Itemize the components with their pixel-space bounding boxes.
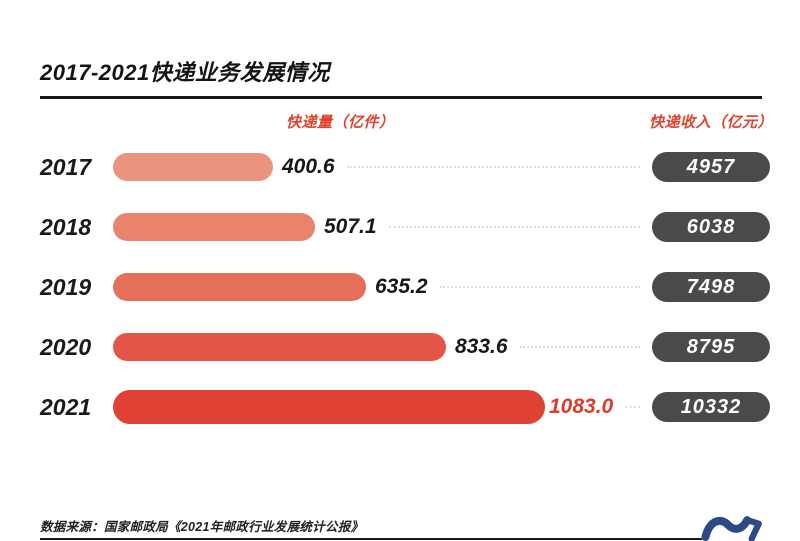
leader-line bbox=[439, 286, 640, 288]
year-label: 2019 bbox=[40, 273, 92, 300]
revenue-pill-value: 10332 bbox=[680, 395, 742, 418]
year-label: 2017 bbox=[40, 153, 92, 180]
chart-row: 2020 833.6 8795 bbox=[0, 317, 800, 377]
nandu-wave-logo-icon bbox=[701, 516, 762, 541]
volume-bar bbox=[113, 273, 366, 301]
revenue-pill: 4957 bbox=[652, 152, 770, 182]
revenue-pill-value: 8795 bbox=[686, 335, 736, 358]
leader-line bbox=[625, 406, 640, 408]
chart-row: 2019 635.2 7498 bbox=[0, 257, 800, 317]
chart-row: 2017 400.6 4957 bbox=[0, 137, 800, 197]
revenue-pill: 6038 bbox=[652, 212, 770, 242]
leader-line bbox=[346, 166, 640, 168]
revenue-pill: 8795 bbox=[652, 332, 770, 362]
volume-value: 1083.0 bbox=[549, 395, 614, 418]
revenue-pill: 7498 bbox=[652, 272, 770, 302]
revenue-pill-value: 7498 bbox=[686, 275, 736, 298]
volume-value: 400.6 bbox=[282, 155, 335, 178]
infographic-page: 2017-2021快递业务发展情况 快递量（亿件） 快递收入（亿元） 2017 … bbox=[0, 55, 800, 541]
volume-bar bbox=[113, 213, 315, 241]
revenue-column-header: 快递收入（亿元） bbox=[648, 114, 773, 131]
volume-value: 635.2 bbox=[375, 275, 428, 298]
volume-bar bbox=[113, 153, 273, 181]
column-headers: 快递量（亿件） 快递收入（亿元） bbox=[0, 99, 800, 135]
volume-bar bbox=[113, 333, 446, 361]
rows: 2017 400.6 4957 2018 507.1 6038 2019 635… bbox=[0, 137, 800, 437]
leader-line bbox=[388, 226, 640, 228]
year-label: 2020 bbox=[40, 333, 92, 360]
data-source-note: 数据来源：国家邮政局《2021年邮政行业发展统计公报》 bbox=[40, 520, 364, 534]
revenue-pill: 10332 bbox=[652, 392, 770, 422]
year-label: 2021 bbox=[40, 393, 92, 420]
page-title: 2017-2021快递业务发展情况 bbox=[40, 55, 762, 99]
footer-divider bbox=[40, 538, 702, 540]
year-label: 2018 bbox=[40, 213, 92, 240]
volume-value: 507.1 bbox=[324, 215, 377, 238]
volume-value: 833.6 bbox=[455, 335, 508, 358]
revenue-pill-value: 6038 bbox=[686, 215, 736, 238]
volume-bar bbox=[113, 390, 545, 424]
publisher-logo: 南都大数据研究院 bbox=[688, 513, 778, 541]
chart-row: 2018 507.1 6038 bbox=[0, 197, 800, 257]
chart-row: 2021 1083.0 10332 bbox=[0, 377, 800, 437]
volume-column-header: 快递量（亿件） bbox=[286, 114, 395, 131]
revenue-pill-value: 4957 bbox=[686, 155, 736, 178]
leader-line bbox=[519, 346, 640, 348]
